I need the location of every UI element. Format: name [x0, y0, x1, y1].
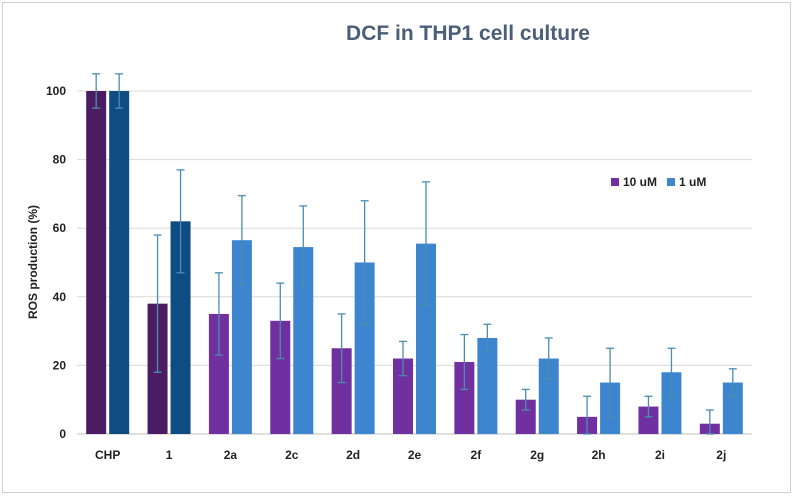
tick-labels: 0 20 40 60 80 100 CHP 1 2a 2c 2d 2e 2f 2g 2h 2i 2j [46, 84, 726, 462]
bar-1uM-2a [231, 240, 252, 434]
chart-title: DCF in THP1 cell culture [346, 22, 590, 45]
bar-10uM-2e [393, 358, 413, 434]
x-tick-label: 2c [285, 448, 299, 462]
x-tick-label: 1 [166, 448, 173, 462]
x-tick-label: 2d [346, 448, 360, 462]
bar-1uM-2d [354, 262, 375, 434]
bar-10uM-CHP [86, 91, 107, 434]
bar-1uM-2e [416, 243, 436, 434]
legend: 10 uM 1 uM [611, 175, 706, 189]
x-tick-label: 2h [592, 448, 606, 462]
bar-10uM-2c [270, 320, 291, 434]
bar-1uM-2i [661, 372, 682, 434]
bar-10uM-2a [208, 313, 229, 434]
y-tick-label: 60 [53, 221, 67, 235]
x-tick-label: 2j [716, 448, 726, 462]
y-tick-label: 100 [46, 84, 66, 98]
x-tick-label: 2f [471, 448, 483, 462]
legend-label: 1 uM [679, 175, 706, 189]
x-tick-label: 2g [530, 448, 544, 462]
bar-10uM-2g [515, 399, 536, 434]
bar-1uM-2c [293, 247, 314, 434]
legend-label: 10 uM [623, 175, 657, 189]
legend-swatch [667, 178, 675, 186]
bar-10uM-2f [454, 361, 475, 434]
legend-swatch [611, 178, 619, 186]
bar-1uM-CHP [109, 91, 130, 434]
x-tick-label: 2e [408, 448, 422, 462]
y-axis-label: ROS production (%) [26, 205, 40, 319]
y-tick-label: 40 [53, 290, 67, 304]
bar-1uM-2g [538, 358, 559, 434]
y-tick-label: 20 [53, 358, 67, 372]
x-tick-label: 2a [224, 448, 238, 462]
bar-10uM-2d [331, 348, 352, 434]
x-tick-label: 2i [655, 448, 665, 462]
bar-10uM-2i [638, 406, 659, 434]
bar-1uM-2f [477, 337, 498, 434]
x-tick-label: CHP [95, 448, 120, 462]
y-tick-label: 80 [53, 153, 67, 167]
bar-1uM-2j [722, 382, 743, 434]
bars [86, 91, 743, 434]
error-bars [92, 73, 737, 435]
y-tick-label: 0 [59, 427, 66, 441]
bar-1uM-1 [170, 221, 191, 434]
